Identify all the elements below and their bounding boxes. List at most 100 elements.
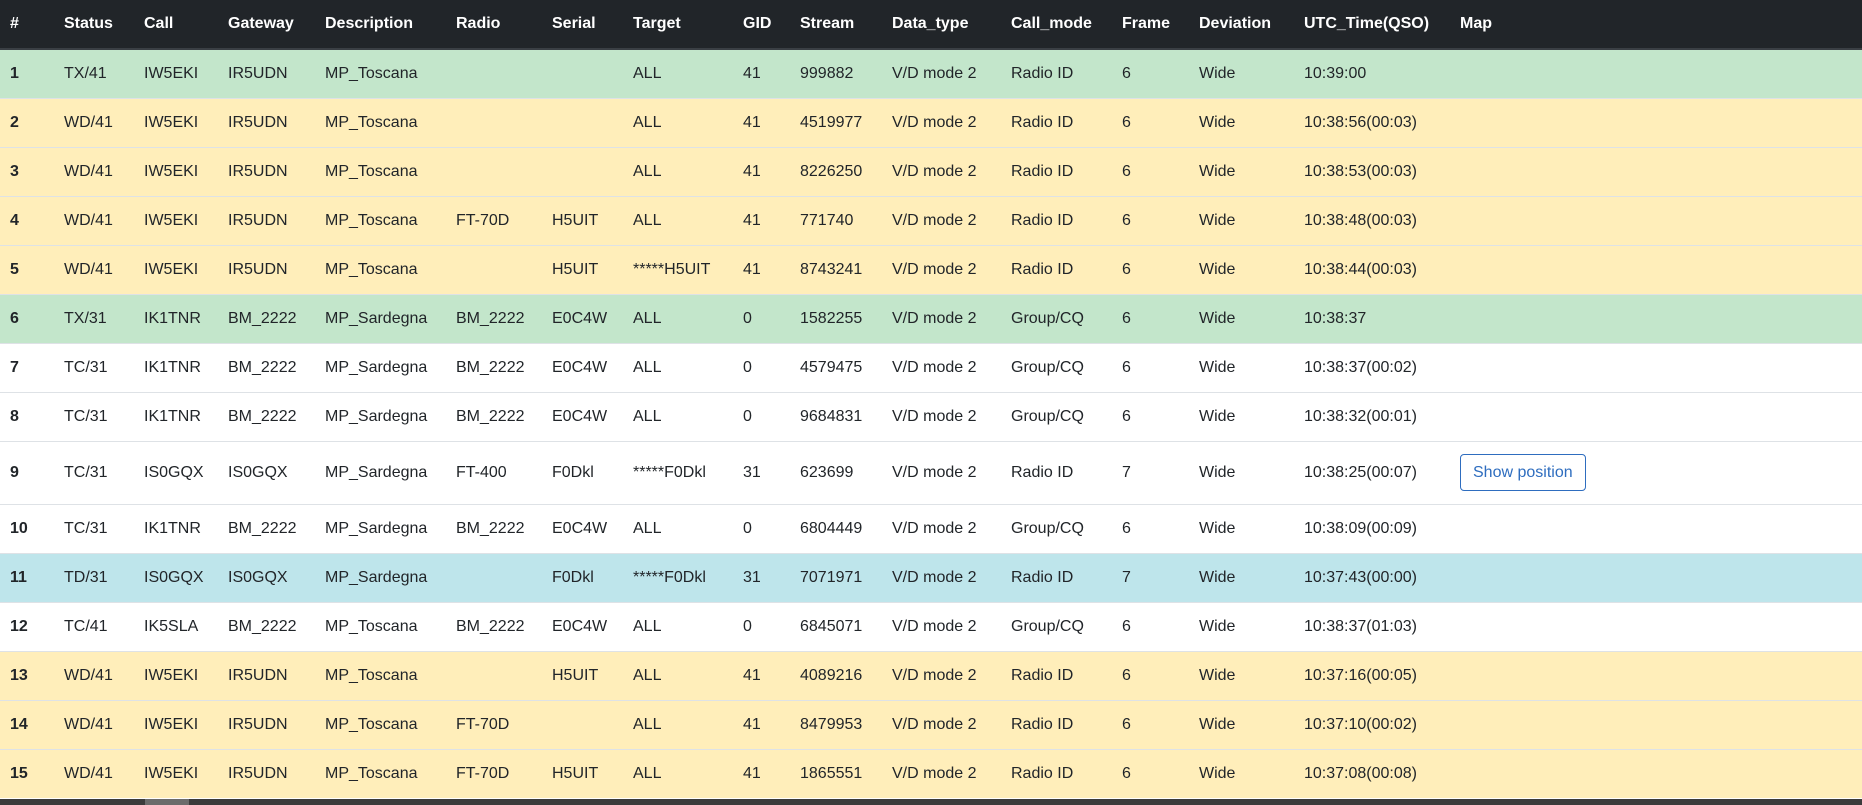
col-serial-header: Serial	[542, 0, 623, 50]
call-mode-cell: Radio ID	[1001, 650, 1112, 700]
status-cell: TX/31	[54, 293, 134, 343]
target-cell: ALL	[623, 503, 733, 553]
stream-cell: 771740	[790, 195, 882, 245]
data-type-cell: V/D mode 2	[882, 48, 1001, 98]
radio-cell	[446, 244, 542, 294]
gateway-cell: IR5UDN	[218, 97, 315, 147]
map-cell	[1450, 699, 1862, 749]
col-map-header: Map	[1450, 0, 1862, 50]
gid-cell: 31	[733, 440, 790, 504]
utc-time-cell: 10:37:43(00:00)	[1294, 552, 1450, 602]
status-cell: WD/41	[54, 146, 134, 196]
horizontal-scrollbar[interactable]	[0, 799, 1862, 805]
utc-time-cell: 10:38:09(00:09)	[1294, 503, 1450, 553]
status-cell: TD/31	[54, 552, 134, 602]
table-row: 6 TX/31 IK1TNR BM_2222 MP_Sardegna BM_2222 E0C…	[0, 293, 1862, 343]
call-cell: IW5EKI	[134, 748, 218, 798]
gateway-cell: IR5UDN	[218, 48, 315, 98]
data-type-cell: V/D mode 2	[882, 650, 1001, 700]
gateway-cell: BM_2222	[218, 391, 315, 441]
gateway-cell: IR5UDN	[218, 699, 315, 749]
gateway-cell: BM_2222	[218, 601, 315, 651]
utc-time-cell: 10:38:48(00:03)	[1294, 195, 1450, 245]
stream-cell: 623699	[790, 440, 882, 504]
table-body: 1 TX/41 IW5EKI IR5UDN MP_Toscana ALL 41 999882 V…	[0, 48, 1862, 798]
gid-cell: 41	[733, 650, 790, 700]
stream-cell: 1865551	[790, 748, 882, 798]
target-cell: ALL	[623, 601, 733, 651]
serial-cell: H5UIT	[542, 650, 623, 700]
gid-cell: 41	[733, 195, 790, 245]
number-cell: 9	[0, 440, 54, 504]
frame-cell: 6	[1112, 146, 1189, 196]
description-cell: MP_Toscana	[315, 601, 446, 651]
call-cell: IS0GQX	[134, 552, 218, 602]
stream-cell: 8743241	[790, 244, 882, 294]
radio-cell: FT-70D	[446, 748, 542, 798]
call-mode-cell: Radio ID	[1001, 699, 1112, 749]
status-cell: TC/31	[54, 391, 134, 441]
status-cell: TX/41	[54, 48, 134, 98]
status-cell: WD/41	[54, 748, 134, 798]
deviation-cell: Wide	[1189, 699, 1294, 749]
gid-cell: 0	[733, 601, 790, 651]
deviation-cell: Wide	[1189, 244, 1294, 294]
call-mode-cell: Group/CQ	[1001, 293, 1112, 343]
gateway-cell: IS0GQX	[218, 440, 315, 504]
stream-cell: 9684831	[790, 391, 882, 441]
call-cell: IK1TNR	[134, 293, 218, 343]
show-position-button[interactable]: Show position	[1460, 453, 1586, 492]
table-row: 12 TC/41 IK5SLA BM_2222 MP_Toscana BM_2222 E0C…	[0, 601, 1862, 651]
data-type-cell: V/D mode 2	[882, 552, 1001, 602]
map-cell	[1450, 48, 1862, 98]
radio-cell: BM_2222	[446, 391, 542, 441]
gateway-cell: BM_2222	[218, 342, 315, 392]
status-cell: WD/41	[54, 195, 134, 245]
scrollbar-thumb[interactable]	[145, 799, 189, 805]
col-description-header: Description	[315, 0, 446, 50]
serial-cell: E0C4W	[542, 342, 623, 392]
frame-cell: 6	[1112, 650, 1189, 700]
stream-cell: 4089216	[790, 650, 882, 700]
stream-cell: 6804449	[790, 503, 882, 553]
table-row: 3 WD/41 IW5EKI IR5UDN MP_Toscana ALL 41 8226250…	[0, 146, 1862, 196]
deviation-cell: Wide	[1189, 440, 1294, 504]
col-call-mode-header: Call_mode	[1001, 0, 1112, 50]
stream-cell: 7071971	[790, 552, 882, 602]
number-cell: 12	[0, 601, 54, 651]
table-row: 15 WD/41 IW5EKI IR5UDN MP_Toscana FT-70D H5UIT…	[0, 748, 1862, 798]
call-cell: IW5EKI	[134, 699, 218, 749]
description-cell: MP_Toscana	[315, 195, 446, 245]
table-row: 10 TC/31 IK1TNR BM_2222 MP_Sardegna BM_2222 E0…	[0, 503, 1862, 553]
data-type-cell: V/D mode 2	[882, 293, 1001, 343]
col-utc-time-header: UTC_Time(QSO)	[1294, 0, 1450, 50]
deviation-cell: Wide	[1189, 195, 1294, 245]
gateway-cell: BM_2222	[218, 293, 315, 343]
map-cell	[1450, 146, 1862, 196]
map-cell	[1450, 650, 1862, 700]
number-cell: 1	[0, 48, 54, 98]
stream-cell: 4519977	[790, 97, 882, 147]
utc-time-cell: 10:38:53(00:03)	[1294, 146, 1450, 196]
table-row: 7 TC/31 IK1TNR BM_2222 MP_Sardegna BM_2222 E0C…	[0, 342, 1862, 392]
status-cell: WD/41	[54, 244, 134, 294]
map-cell	[1450, 342, 1862, 392]
description-cell: MP_Sardegna	[315, 342, 446, 392]
serial-cell: E0C4W	[542, 391, 623, 441]
gateway-cell: IR5UDN	[218, 244, 315, 294]
radio-cell	[446, 48, 542, 98]
col-gid-header: GID	[733, 0, 790, 50]
col-radio-header: Radio	[446, 0, 542, 50]
number-cell: 3	[0, 146, 54, 196]
status-cell: TC/31	[54, 503, 134, 553]
utc-time-cell: 10:38:32(00:01)	[1294, 391, 1450, 441]
table-row: 14 WD/41 IW5EKI IR5UDN MP_Toscana FT-70D ALL 41…	[0, 699, 1862, 749]
col-number-header: #	[0, 0, 54, 50]
map-cell	[1450, 748, 1862, 798]
gateway-cell: IR5UDN	[218, 748, 315, 798]
stream-cell: 999882	[790, 48, 882, 98]
gid-cell: 41	[733, 748, 790, 798]
map-cell	[1450, 552, 1862, 602]
status-cell: WD/41	[54, 650, 134, 700]
